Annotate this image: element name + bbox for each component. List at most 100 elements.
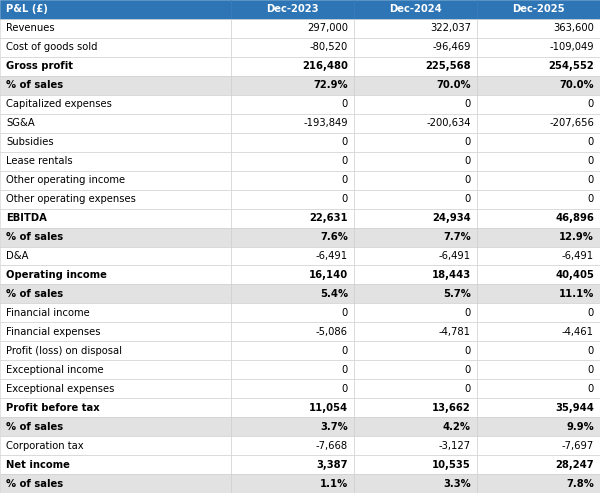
Bar [477, 0, 600, 19]
Text: Gross profit: Gross profit [6, 61, 73, 71]
Bar [0, 171, 231, 190]
Text: 0: 0 [465, 365, 471, 375]
Text: Exceptional expenses: Exceptional expenses [6, 384, 115, 394]
Text: 0: 0 [588, 194, 594, 204]
Text: 7.6%: 7.6% [320, 232, 348, 242]
Text: 11.1%: 11.1% [559, 289, 594, 299]
Text: -80,520: -80,520 [310, 42, 348, 52]
Bar [354, 341, 477, 360]
Text: 0: 0 [465, 194, 471, 204]
Text: % of sales: % of sales [6, 80, 63, 90]
Bar [477, 284, 600, 303]
Text: 0: 0 [342, 365, 348, 375]
Text: -3,127: -3,127 [439, 441, 471, 451]
Text: 3.3%: 3.3% [443, 479, 471, 489]
Bar [477, 436, 600, 455]
Text: 297,000: 297,000 [307, 24, 348, 34]
Bar [0, 19, 231, 38]
Text: % of sales: % of sales [6, 479, 63, 489]
Bar [354, 76, 477, 95]
Text: Subsidies: Subsidies [6, 137, 53, 147]
Text: 24,934: 24,934 [432, 213, 471, 223]
Bar [231, 265, 354, 284]
Text: 0: 0 [342, 384, 348, 394]
Text: 0: 0 [465, 346, 471, 356]
Bar [354, 133, 477, 152]
Bar [354, 246, 477, 265]
Text: -6,491: -6,491 [439, 251, 471, 261]
Bar [231, 360, 354, 379]
Text: 0: 0 [342, 156, 348, 166]
Bar [477, 190, 600, 209]
Text: 22,631: 22,631 [310, 213, 348, 223]
Bar [0, 379, 231, 398]
Text: Other operating expenses: Other operating expenses [6, 194, 136, 204]
Text: Dec-2023: Dec-2023 [266, 4, 319, 14]
Bar [477, 171, 600, 190]
Bar [0, 417, 231, 436]
Bar [0, 38, 231, 57]
Bar [354, 379, 477, 398]
Text: 225,568: 225,568 [425, 61, 471, 71]
Text: -109,049: -109,049 [550, 42, 594, 52]
Bar [477, 246, 600, 265]
Text: 7.8%: 7.8% [566, 479, 594, 489]
Text: Operating income: Operating income [6, 270, 107, 280]
Text: Profit (loss) on disposal: Profit (loss) on disposal [6, 346, 122, 356]
Bar [354, 209, 477, 228]
Text: 13,662: 13,662 [432, 403, 471, 413]
Text: % of sales: % of sales [6, 289, 63, 299]
Bar [231, 303, 354, 322]
Bar [477, 455, 600, 474]
Text: 3.7%: 3.7% [320, 422, 348, 432]
Bar [0, 152, 231, 171]
Text: % of sales: % of sales [6, 422, 63, 432]
Bar [477, 38, 600, 57]
Text: 322,037: 322,037 [430, 24, 471, 34]
Text: 28,247: 28,247 [556, 459, 594, 469]
Text: -200,634: -200,634 [427, 118, 471, 128]
Bar [477, 474, 600, 493]
Bar [231, 246, 354, 265]
Text: 16,140: 16,140 [309, 270, 348, 280]
Bar [0, 284, 231, 303]
Bar [477, 341, 600, 360]
Text: Other operating income: Other operating income [6, 175, 125, 185]
Bar [477, 152, 600, 171]
Bar [354, 455, 477, 474]
Bar [0, 398, 231, 417]
Bar [477, 398, 600, 417]
Text: 0: 0 [342, 346, 348, 356]
Bar [231, 114, 354, 133]
Bar [0, 76, 231, 95]
Text: EBITDA: EBITDA [6, 213, 47, 223]
Bar [0, 303, 231, 322]
Text: 70.0%: 70.0% [436, 80, 471, 90]
Text: 10,535: 10,535 [432, 459, 471, 469]
Bar [477, 265, 600, 284]
Text: Revenues: Revenues [6, 24, 55, 34]
Text: Financial expenses: Financial expenses [6, 327, 101, 337]
Bar [354, 398, 477, 417]
Bar [0, 133, 231, 152]
Bar [477, 417, 600, 436]
Text: -7,668: -7,668 [316, 441, 348, 451]
Bar [231, 284, 354, 303]
Bar [0, 474, 231, 493]
Text: -4,461: -4,461 [562, 327, 594, 337]
Text: 12.9%: 12.9% [559, 232, 594, 242]
Text: -207,656: -207,656 [549, 118, 594, 128]
Bar [231, 19, 354, 38]
Bar [231, 133, 354, 152]
Text: 11,054: 11,054 [309, 403, 348, 413]
Bar [231, 228, 354, 246]
Bar [231, 171, 354, 190]
Text: 18,443: 18,443 [432, 270, 471, 280]
Bar [354, 152, 477, 171]
Text: 0: 0 [465, 137, 471, 147]
Text: -4,781: -4,781 [439, 327, 471, 337]
Bar [231, 190, 354, 209]
Bar [231, 76, 354, 95]
Bar [354, 322, 477, 341]
Text: 0: 0 [342, 175, 348, 185]
